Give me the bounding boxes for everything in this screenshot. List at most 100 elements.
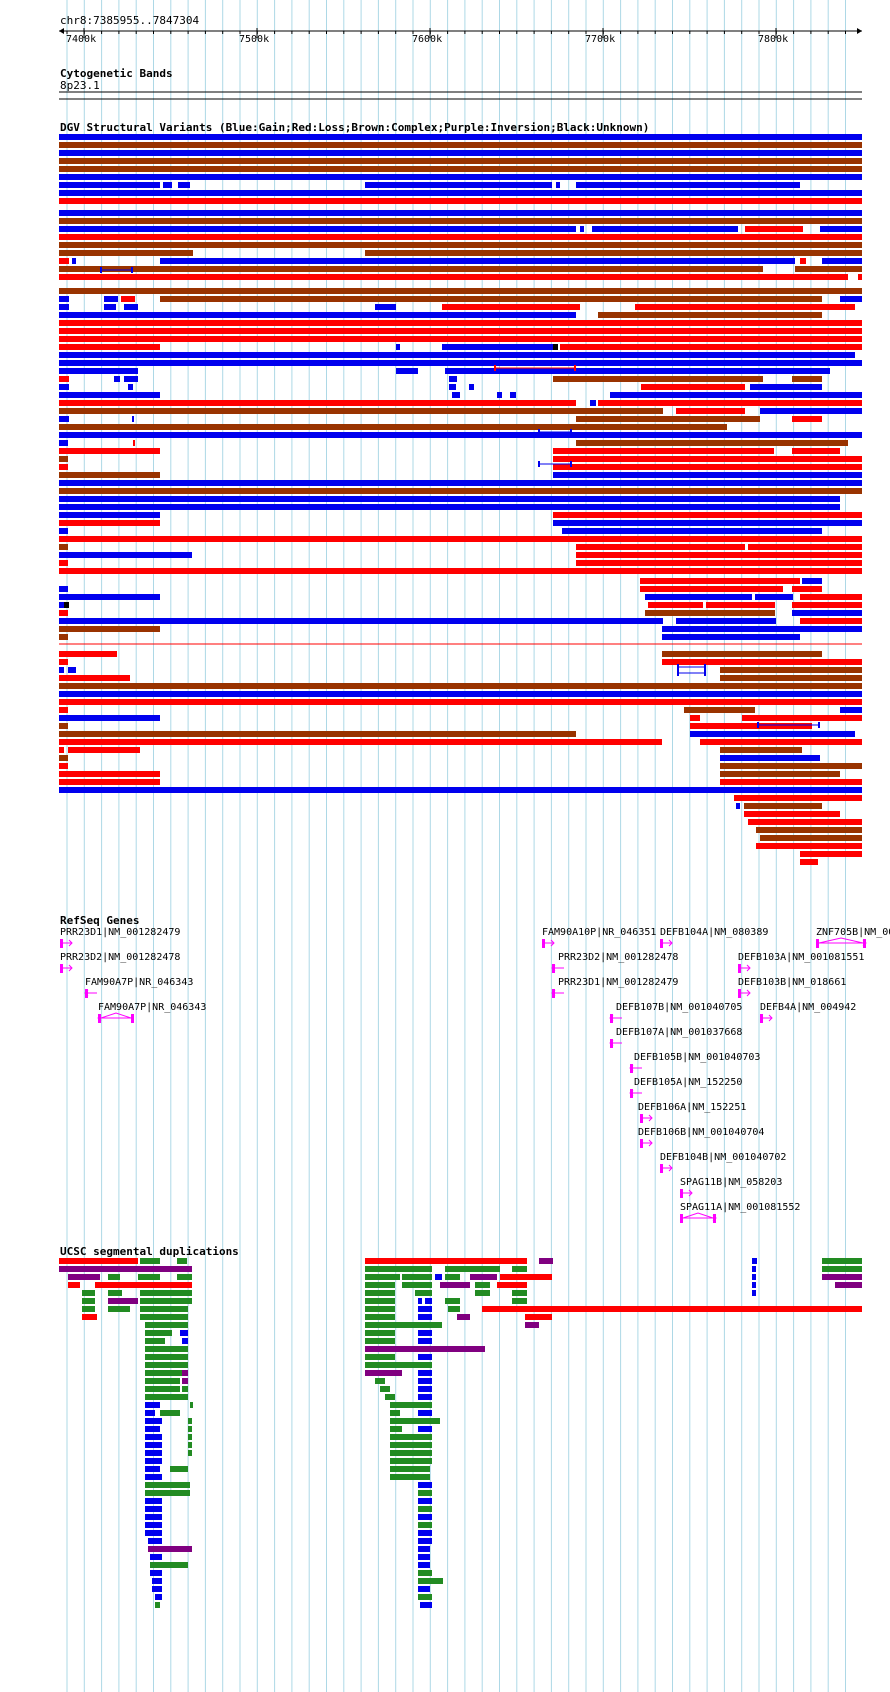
gene-label[interactable]: DEFB107B|NM_001040705 [616, 1002, 743, 1013]
dgv-variant-gain [538, 461, 540, 467]
segdup-block-blue [150, 1554, 162, 1560]
dgv-variant-gain [442, 344, 553, 350]
dgv-variant-complex [684, 707, 755, 713]
strand-arrow-icon [609, 1039, 614, 1047]
strand-arrow-icon [768, 1014, 773, 1022]
segdup-block-red [497, 1282, 527, 1288]
gene-label[interactable]: DEFB106A|NM_152251 [638, 1102, 747, 1113]
dgv-variant-loss [59, 739, 662, 745]
segdup-block-green [390, 1434, 432, 1440]
dgv-variant-gain [449, 384, 456, 390]
segdup-block-green [512, 1290, 527, 1296]
strand-arrow-icon [68, 964, 73, 972]
dgv-variant-gain [59, 384, 69, 390]
segdup-block-blue [145, 1498, 162, 1504]
dgv-variant-gain [469, 384, 474, 390]
dgv-variant-gain [396, 344, 400, 350]
dgv-variant-complex [553, 376, 763, 382]
dgv-variant-loss [720, 779, 862, 785]
dgv-variant-loss [662, 659, 862, 665]
segdup-block-red [59, 1258, 138, 1264]
gene-label[interactable]: DEFB103B|NM_018661 [738, 977, 847, 988]
segdup-block-green [475, 1290, 490, 1296]
dgv-variant-loss [59, 536, 862, 542]
gene-label[interactable]: DEFB104A|NM_080389 [660, 927, 769, 938]
dgv-variant-complex [59, 424, 727, 430]
dgv-variant-loss [706, 602, 775, 608]
gene-label[interactable]: DEFB4A|NM_004942 [760, 1002, 857, 1013]
gene-label[interactable]: DEFB106B|NM_001040704 [638, 1127, 765, 1138]
segdup-block-green [108, 1306, 130, 1312]
segdup-block-blue [418, 1314, 432, 1320]
scale-ruler[interactable] [0, 26, 890, 56]
dgv-variant-loss [700, 739, 862, 745]
gene-label[interactable]: DEFB105B|NM_001040703 [634, 1052, 761, 1063]
dgv-variant-gain [59, 715, 160, 721]
segdup-block-blue [152, 1578, 162, 1584]
dgv-variant-gain [375, 304, 396, 310]
segdup-block-blue [752, 1266, 756, 1272]
segdup-block-blue [420, 1602, 432, 1608]
segdup-block-purple [182, 1378, 188, 1384]
dgv-variant-gain [59, 416, 69, 422]
segdup-block-green [150, 1562, 188, 1568]
dgv-variant-gain [59, 392, 160, 398]
dgv-variant-gain [662, 626, 862, 632]
dgv-variant-complex [792, 376, 822, 382]
gene-label[interactable]: FAM90A7P|NR_046343 [85, 977, 194, 988]
gene-label[interactable]: FAM90A7P|NR_046343 [98, 1002, 207, 1013]
segdup-block-purple [148, 1546, 192, 1552]
gene-label[interactable]: ZNF705B|NM_00 [816, 927, 890, 938]
segmental-duplications-track[interactable] [0, 1256, 890, 1676]
gene-label[interactable]: PRR23D2|NM_001282478 [60, 952, 181, 963]
strand-arrow-icon [84, 989, 89, 997]
segdup-block-green [365, 1354, 395, 1360]
gene-label[interactable]: SPAG11B|NM_058203 [680, 1177, 783, 1188]
gene-label[interactable]: FAM90A10P|NR_046351 [542, 927, 657, 938]
gene-label[interactable]: DEFB107A|NM_001037668 [616, 1027, 743, 1038]
gene-label[interactable]: PRR23D1|NM_001282479 [558, 977, 679, 988]
dgv-variant-loss [59, 448, 160, 454]
segdup-block-green [418, 1570, 432, 1576]
segdup-block-blue [425, 1298, 432, 1304]
gene-label[interactable]: PRR23D2|NM_001282478 [558, 952, 679, 963]
segdup-block-blue [418, 1586, 430, 1592]
track-title-dgv[interactable]: DGV Structural Variants (Blue:Gain;Red:L… [60, 121, 650, 134]
dgv-variant-complex [59, 755, 68, 761]
cytoband-track[interactable] [0, 91, 890, 103]
dgv-variant-complex [576, 416, 760, 422]
segdup-block-green [140, 1298, 192, 1304]
dgv-variant-complex [59, 731, 576, 737]
segdup-block-green [512, 1298, 527, 1304]
track-title-cytoband[interactable]: Cytogenetic Bands [60, 67, 173, 80]
segdup-block-blue [418, 1338, 432, 1344]
dgv-variant-loss [792, 448, 840, 454]
track-title-refseq[interactable]: RefSeq Genes [60, 914, 140, 927]
segdup-block-blue [145, 1434, 162, 1440]
segdup-block-green [177, 1274, 192, 1280]
segdup-block-blue [145, 1474, 162, 1480]
dgv-variant-gain [59, 618, 663, 624]
dgv-variant-gain [452, 392, 460, 398]
strand-arrow-icon [68, 939, 73, 947]
strand-arrow-icon [97, 1014, 102, 1022]
gene-label[interactable]: DEFB103A|NM_001081551 [738, 952, 865, 963]
dgv-variant-gain [59, 440, 68, 446]
dgv-variant-complex [59, 634, 68, 640]
dgv-variant-gain [570, 461, 572, 467]
gene-label[interactable]: SPAG11A|NM_001081552 [680, 1202, 801, 1213]
track-title-segdup[interactable]: UCSC segmental duplications [60, 1245, 239, 1258]
segdup-block-blue [418, 1378, 432, 1384]
dgv-variant-complex [59, 626, 160, 632]
dgv-variant-gain [59, 512, 160, 518]
segdup-block-green [82, 1290, 95, 1296]
gene-label[interactable]: DEFB104B|NM_001040702 [660, 1152, 787, 1163]
refseq-genes-track[interactable] [0, 920, 890, 1240]
gene-label[interactable]: DEFB105A|NM_152250 [634, 1077, 743, 1088]
gene-label[interactable]: PRR23D1|NM_001282479 [60, 927, 181, 938]
segdup-block-purple [525, 1322, 539, 1328]
dgv-variant-loss [748, 819, 862, 825]
dgv-structural-variants-track[interactable] [0, 132, 890, 907]
segdup-block-green [177, 1258, 187, 1264]
dgv-variant-complex [59, 723, 68, 729]
